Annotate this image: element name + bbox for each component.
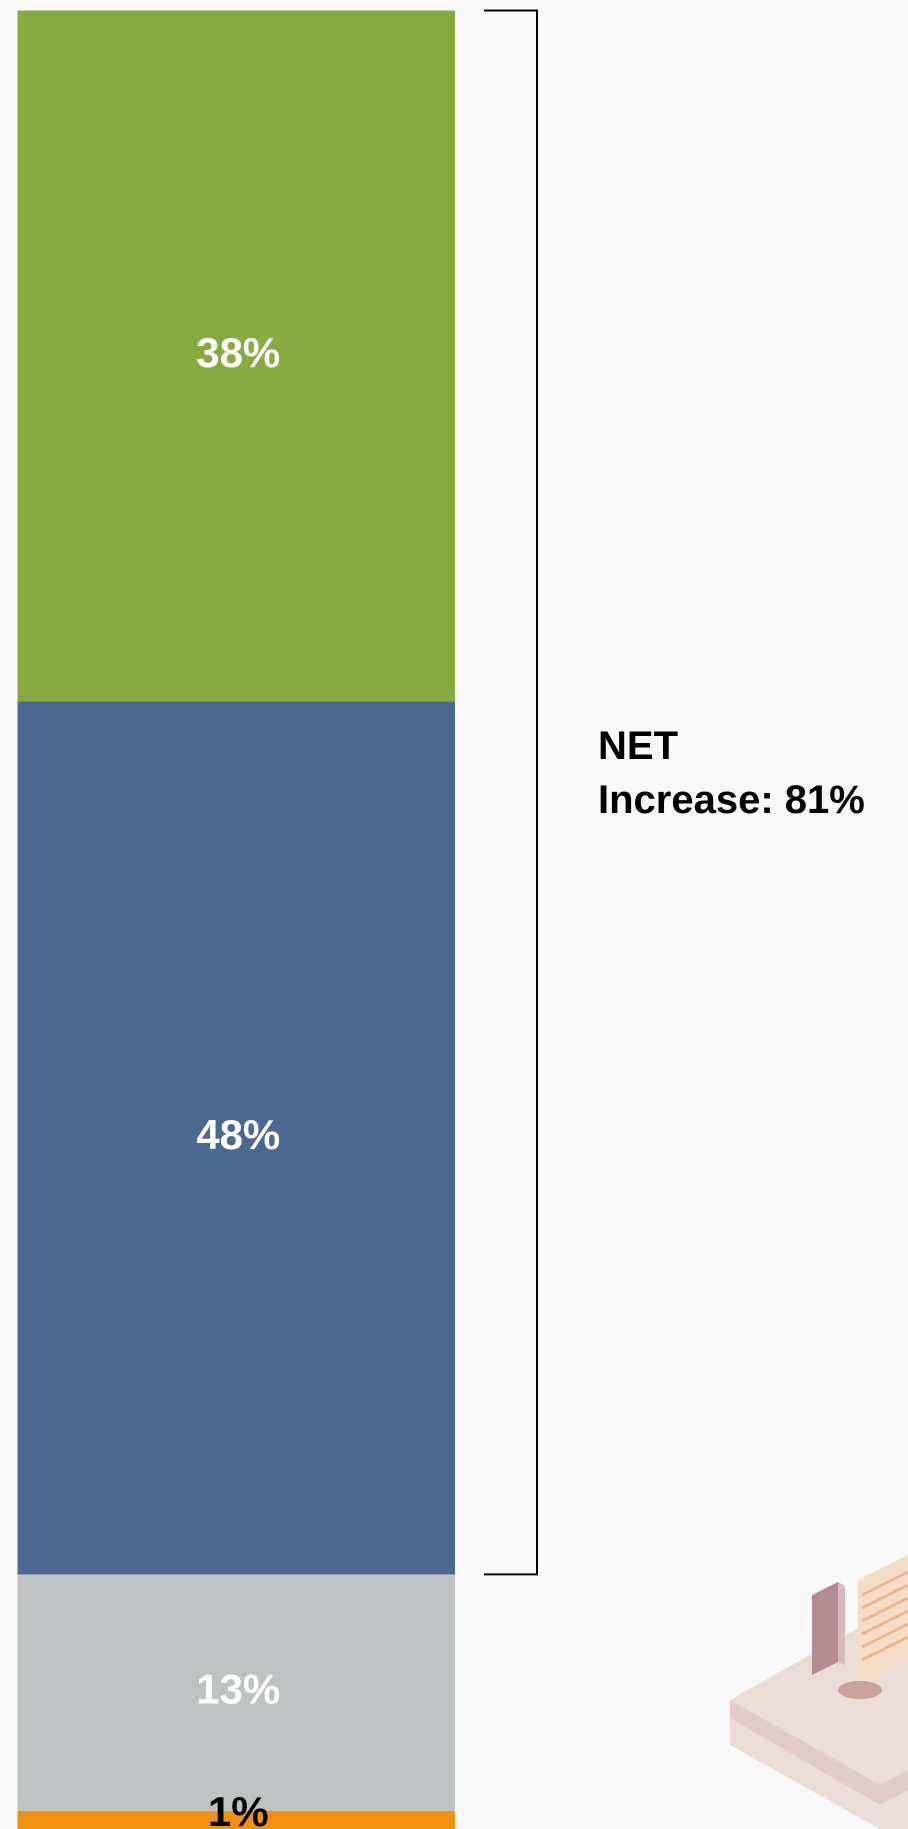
annotation: NET (598, 724, 678, 768)
value-label: 38% (196, 329, 280, 376)
bar-segment (17, 1574, 455, 1811)
value-label: 1% (208, 1788, 269, 1829)
bracket (484, 9, 538, 1576)
bar-segment (17, 1810, 455, 1829)
illustration (730, 1555, 908, 1829)
bar-segment (17, 10, 455, 702)
value-label: 13% (196, 1666, 280, 1713)
value-label: 48% (196, 1111, 280, 1158)
annotation: Increase: 81% (598, 778, 865, 822)
bar-segment (17, 701, 455, 1575)
